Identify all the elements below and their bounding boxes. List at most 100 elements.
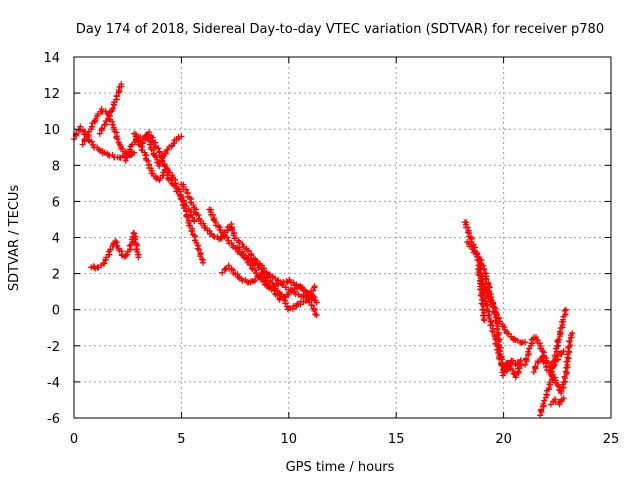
data-point xyxy=(252,276,259,283)
data-point xyxy=(124,152,131,159)
data-point xyxy=(480,303,487,310)
data-point xyxy=(489,322,496,329)
data-point xyxy=(565,355,572,362)
series-arc-17 xyxy=(530,306,569,378)
data-point xyxy=(248,265,255,272)
data-point xyxy=(555,336,562,343)
data-point xyxy=(283,278,290,285)
y-tick-label: 10 xyxy=(43,123,60,138)
data-point xyxy=(537,412,544,419)
data-point xyxy=(199,259,206,266)
data-point xyxy=(311,294,318,301)
x-tick-label: 20 xyxy=(495,432,512,447)
data-point xyxy=(197,253,204,260)
data-point xyxy=(539,348,546,355)
data-point xyxy=(288,288,295,294)
data-point xyxy=(483,276,490,283)
y-tick-label: -4 xyxy=(47,376,60,391)
data-point xyxy=(567,342,574,349)
x-tick-label: 0 xyxy=(70,432,78,447)
data-point xyxy=(294,300,301,307)
data-point xyxy=(251,278,257,285)
data-point xyxy=(156,163,163,170)
data-point xyxy=(131,236,138,243)
chart-title: Day 174 of 2018, Sidereal Day-to-day VTE… xyxy=(76,22,604,37)
data-point xyxy=(494,346,500,353)
x-tick-label: 15 xyxy=(388,432,405,447)
data-point xyxy=(561,307,568,314)
x-axis-label: GPS time / hours xyxy=(286,460,395,475)
data-point xyxy=(118,81,125,88)
data-point xyxy=(522,361,529,368)
data-point xyxy=(538,406,545,413)
data-point xyxy=(499,362,505,369)
data-point xyxy=(88,138,95,145)
data-point xyxy=(487,294,494,301)
data-point xyxy=(155,145,162,152)
data-point xyxy=(566,338,573,345)
data-point xyxy=(525,348,532,355)
data-point xyxy=(107,246,114,253)
data-point xyxy=(159,157,166,164)
data-point xyxy=(183,212,190,219)
data-point xyxy=(79,141,86,148)
series-arc-9 xyxy=(206,206,320,319)
data-point xyxy=(512,374,519,381)
y-tick-label: 8 xyxy=(52,159,60,174)
data-point xyxy=(551,352,558,359)
series-arc-4 xyxy=(88,229,142,272)
series-arc-12 xyxy=(461,219,529,346)
data-point xyxy=(313,299,320,306)
data-point xyxy=(281,294,288,301)
data-point xyxy=(252,266,258,273)
y-tick-label: 6 xyxy=(52,195,60,210)
data-point xyxy=(553,348,560,355)
data-point xyxy=(482,270,489,277)
data-point xyxy=(169,174,176,180)
series-arc-7 xyxy=(139,129,207,266)
data-point xyxy=(562,306,569,313)
data-point xyxy=(245,247,252,254)
data-point xyxy=(194,245,201,252)
data-point xyxy=(109,105,116,112)
series-arc-3 xyxy=(96,81,125,137)
data-point xyxy=(184,213,191,220)
data-point xyxy=(556,328,563,335)
series-arc-11 xyxy=(234,244,318,301)
data-point xyxy=(484,302,491,309)
data-point xyxy=(549,358,556,365)
data-point xyxy=(313,312,320,319)
data-point xyxy=(96,130,103,137)
x-tick-label: 5 xyxy=(177,432,185,447)
data-point xyxy=(126,146,133,153)
data-point xyxy=(101,260,108,267)
data-point xyxy=(180,202,186,209)
data-point xyxy=(239,277,246,284)
data-point xyxy=(164,172,171,179)
data-point xyxy=(126,242,133,249)
data-point xyxy=(560,395,567,402)
series-arc-15 xyxy=(476,280,488,324)
data-point xyxy=(255,264,262,271)
data-point xyxy=(495,323,501,330)
data-point xyxy=(114,135,121,142)
data-point xyxy=(477,272,484,279)
tick-labels: 0 5 10 15 20 25 -6 -4 -2 0 2 4 6 8 10 12 14 xyxy=(43,51,619,447)
data-point xyxy=(168,177,175,184)
series-arc-13 xyxy=(464,239,524,379)
data-point xyxy=(183,186,190,193)
series-arc-14 xyxy=(474,266,525,381)
y-tick-label: 14 xyxy=(43,51,60,66)
y-tick-label: 12 xyxy=(43,87,60,102)
data-point xyxy=(105,112,112,119)
y-tick-label: 0 xyxy=(52,304,60,319)
data-point xyxy=(274,292,281,299)
data-point xyxy=(303,295,310,302)
data-point xyxy=(185,219,192,226)
data-point xyxy=(488,318,495,325)
data-point xyxy=(224,234,231,241)
series-arc-19 xyxy=(547,395,567,408)
data-point xyxy=(229,226,236,233)
data-point xyxy=(465,229,471,236)
